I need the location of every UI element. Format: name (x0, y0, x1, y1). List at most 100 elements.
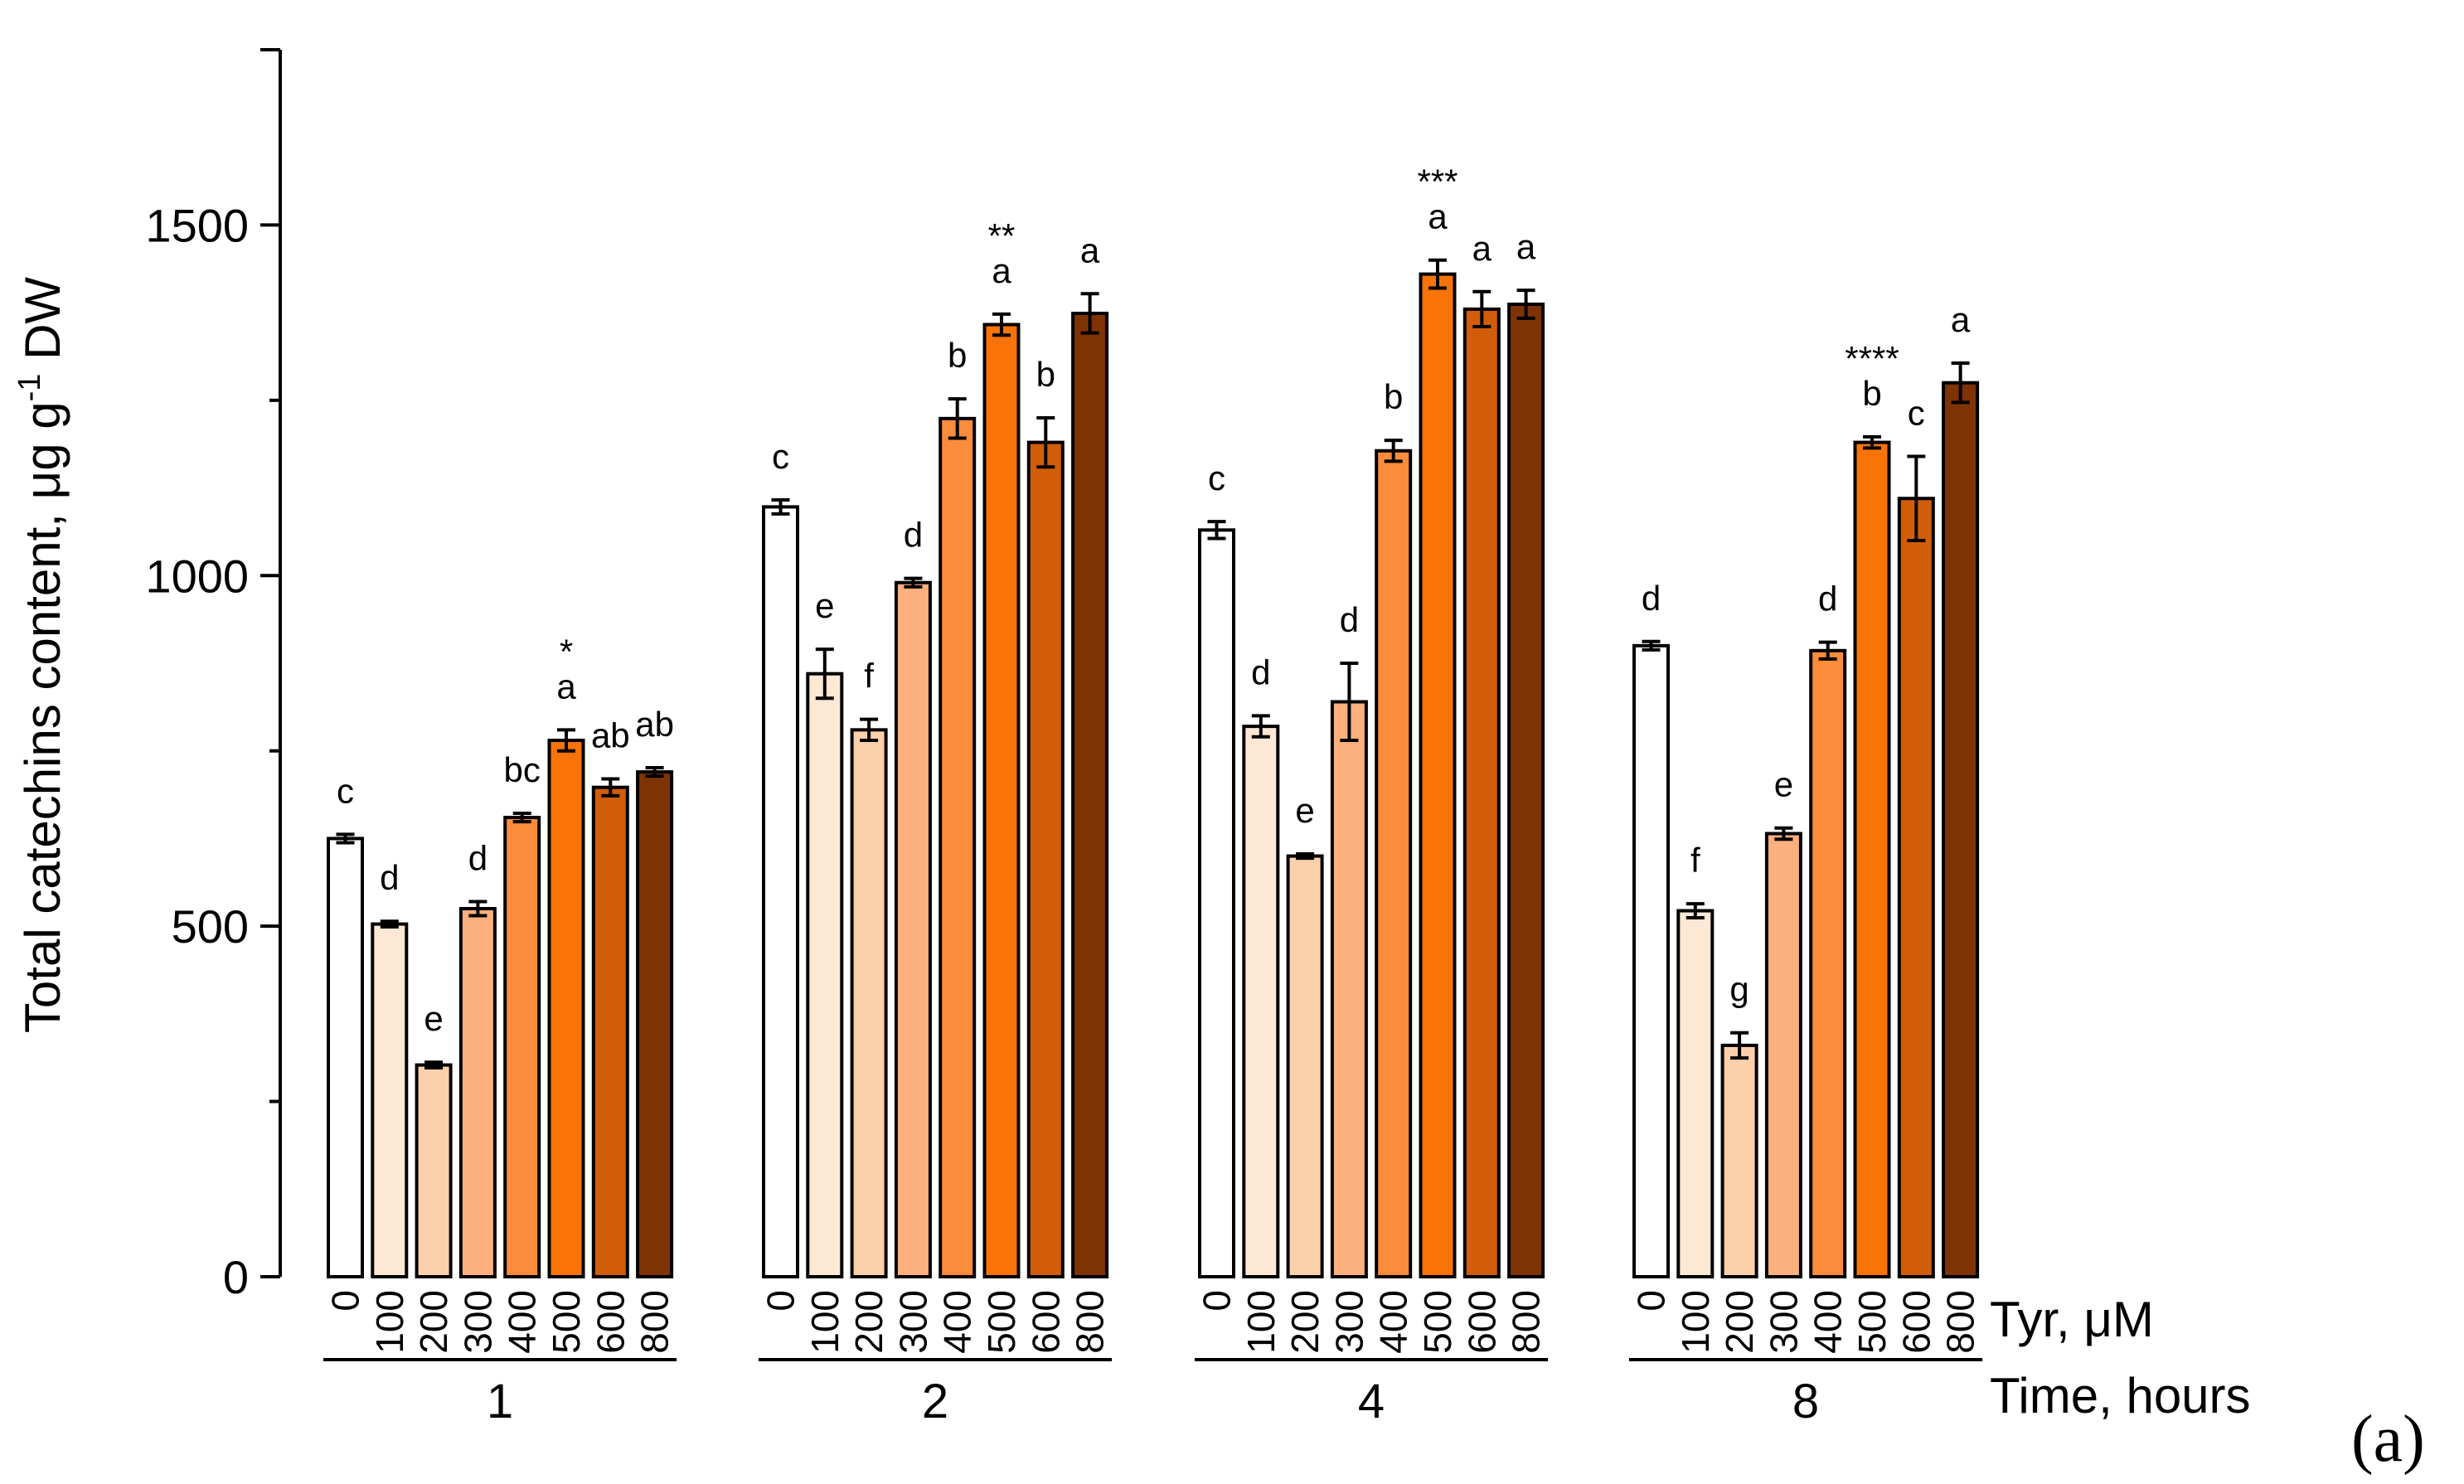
x-tick-label: 800 (1069, 1290, 1112, 1354)
bar (1942, 381, 1980, 1279)
x-tick-label: 400 (501, 1290, 544, 1354)
significance-stars: * (560, 632, 573, 671)
significance-letter: d (468, 839, 487, 878)
significance-stars: *** (1417, 162, 1458, 201)
significance-letter: a (556, 667, 576, 706)
x-tick-label: 200 (1283, 1290, 1327, 1354)
bar-group-1: c d e d bc a* ab ab (327, 632, 674, 1278)
significance-letter: b (1036, 355, 1055, 394)
significance-letter: e (424, 999, 443, 1038)
bar-group-8: d f g e d b****c a (1632, 300, 1980, 1279)
bar (371, 922, 409, 1278)
significance-letter: a (1951, 300, 1971, 339)
significance-letter: d (1251, 652, 1270, 691)
significance-letter: c (1208, 458, 1225, 497)
x-tick-label: 400 (1372, 1290, 1415, 1354)
significance-letter: a (992, 251, 1011, 290)
x-tick-label: 300 (456, 1290, 499, 1354)
x-tick-label: 100 (368, 1290, 411, 1354)
significance-letter: a (1428, 197, 1448, 236)
bar (415, 1063, 453, 1278)
bar (1071, 311, 1109, 1279)
bar (636, 770, 674, 1278)
significance-letter: ab (635, 705, 674, 744)
x-tick-label: 600 (1894, 1290, 1938, 1354)
bar (458, 907, 497, 1278)
x-tick-label: 100 (1239, 1290, 1283, 1354)
time-row-label: Time, hours (1990, 1368, 2251, 1423)
significance-letter: a (1080, 230, 1100, 269)
significance-letter: g (1729, 970, 1749, 1009)
y-tick-label: 1500 (145, 199, 249, 251)
bar (1419, 272, 1457, 1279)
bar (939, 416, 977, 1278)
x-tick-label: 500 (1416, 1290, 1459, 1354)
group-label: 2 (922, 1375, 948, 1428)
significance-letter: d (380, 858, 399, 897)
significance-stars: ** (988, 216, 1016, 255)
significance-letter: b (948, 336, 967, 375)
x-tick-label: 500 (545, 1290, 588, 1354)
significance-letter: a (1472, 229, 1492, 268)
significance-letter: e (1774, 765, 1793, 804)
group-label: 1 (487, 1375, 513, 1428)
group-label: 4 (1358, 1375, 1385, 1428)
bar (547, 739, 585, 1278)
bar (327, 837, 364, 1278)
significance-letter: e (815, 586, 834, 625)
bar (982, 323, 1021, 1278)
bar (762, 505, 799, 1278)
significance-letter: c (772, 437, 789, 476)
x-tick-label: 200 (1718, 1290, 1761, 1354)
bar (850, 728, 888, 1278)
bar (1198, 528, 1235, 1278)
significance-letter: b (1384, 377, 1403, 416)
x-tick-label: 0 (1196, 1290, 1239, 1312)
significance-letter: f (1690, 841, 1700, 880)
significance-letter: d (904, 516, 923, 555)
x-tick-label: 600 (1024, 1290, 1067, 1354)
x-tick-label: 200 (412, 1290, 455, 1354)
x-tick-label: 0 (759, 1290, 803, 1312)
y-tick-label: 500 (172, 900, 249, 953)
significance-letter: e (1295, 791, 1314, 830)
significance-letter: b (1862, 374, 1881, 413)
x-tick-label: 100 (803, 1290, 846, 1354)
x-tick-label: 800 (633, 1290, 677, 1354)
bar (1720, 1043, 1758, 1279)
x-tick-label: 300 (1762, 1290, 1805, 1354)
x-tick-label: 0 (1630, 1290, 1673, 1312)
significance-letter: a (1516, 227, 1536, 266)
bar (1286, 854, 1324, 1278)
x-tick-label: 600 (589, 1290, 632, 1354)
panel-label: (a) (2351, 1403, 2425, 1476)
group-label: 8 (1792, 1375, 1819, 1428)
x-tick-label: 400 (936, 1290, 979, 1354)
significance-letter: c (1908, 394, 1925, 433)
significance-letter: d (1818, 580, 1837, 618)
bar (1809, 648, 1847, 1278)
bar (1897, 497, 1935, 1278)
significance-letter: c (337, 771, 354, 810)
bar (503, 816, 541, 1278)
y-axis-title-main: Total catechins content, μg g (15, 401, 70, 1033)
bar (1764, 832, 1802, 1278)
bar (1026, 440, 1065, 1278)
tyr-row-label: Tyr, μM (1990, 1292, 2154, 1347)
bar (1375, 449, 1413, 1278)
x-tick-label: 100 (1674, 1290, 1717, 1354)
bar (1242, 725, 1280, 1278)
bar (806, 672, 844, 1278)
bar (1330, 700, 1368, 1278)
significance-letter: ab (591, 716, 630, 755)
bar (1462, 307, 1501, 1278)
x-tick-label: 0 (324, 1290, 367, 1312)
x-tick-label: 400 (1807, 1290, 1850, 1354)
bar (1507, 302, 1545, 1279)
x-tick-label: 200 (847, 1290, 890, 1354)
